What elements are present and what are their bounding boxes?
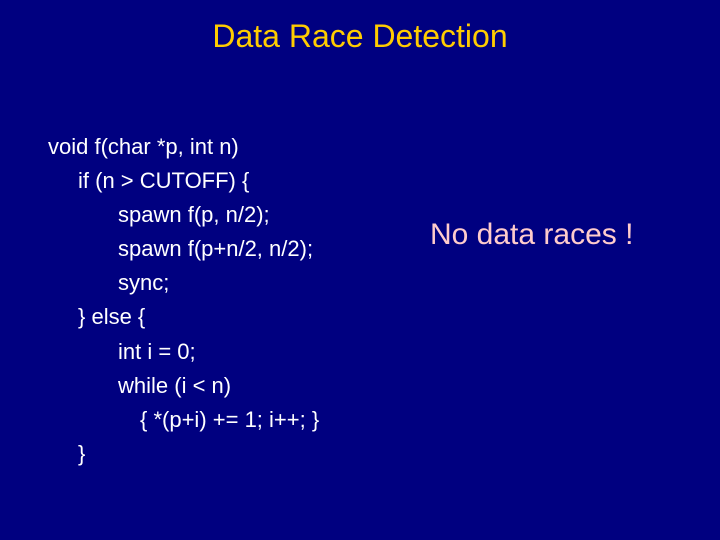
code-line: int i = 0; bbox=[48, 335, 319, 369]
annotation-text: No data races ! bbox=[430, 218, 633, 252]
slide-title: Data Race Detection bbox=[0, 0, 720, 55]
code-line: } else { bbox=[48, 300, 319, 334]
code-line: void f(char *p, int n) bbox=[48, 130, 319, 164]
code-line: while (i < n) bbox=[48, 369, 319, 403]
code-line: spawn f(p, n/2); bbox=[48, 198, 319, 232]
code-line: sync; bbox=[48, 266, 319, 300]
code-block: void f(char *p, int n) if (n > CUTOFF) {… bbox=[48, 130, 319, 471]
code-line: { *(p+i) += 1; i++; } bbox=[48, 403, 319, 437]
code-line: } bbox=[48, 437, 319, 471]
code-line: if (n > CUTOFF) { bbox=[48, 164, 319, 198]
code-line: spawn f(p+n/2, n/2); bbox=[48, 232, 319, 266]
